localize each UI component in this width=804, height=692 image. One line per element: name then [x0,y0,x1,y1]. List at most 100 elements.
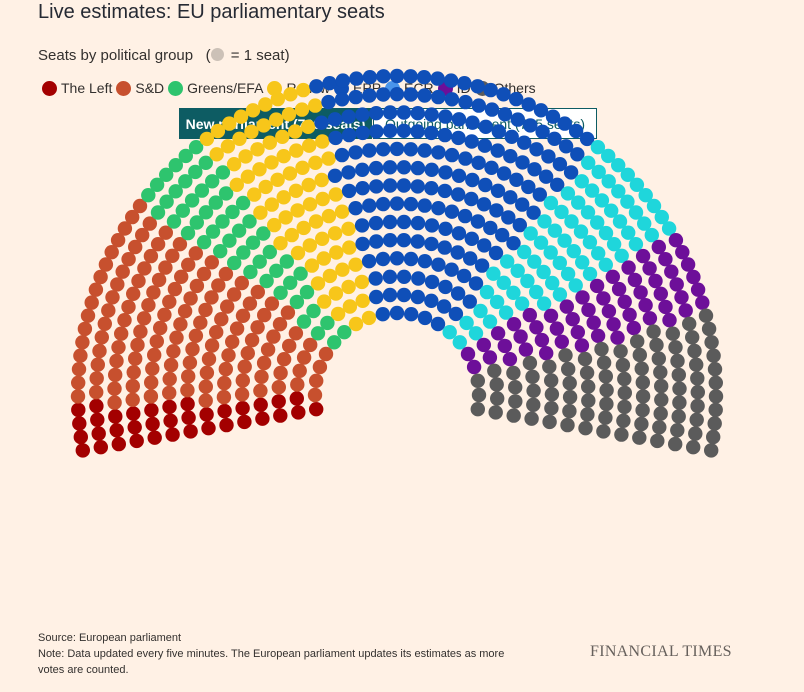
seat-dot [198,155,213,170]
seat-dot [654,209,669,225]
seat-dot [452,335,467,350]
seat-dot [621,260,636,275]
seat-dot [296,314,312,329]
seat-dot [314,172,329,188]
seat-dot [185,341,200,357]
note-text-line2: votes are counted. [38,664,129,676]
seat-dot [282,338,297,354]
seat-dot [489,294,505,310]
seat-dot [466,359,482,375]
seat-dot [549,321,565,336]
seat-dot [235,195,251,211]
seat-dot [375,251,391,267]
seat-dot [635,403,650,418]
chart-subtitle: Seats by political group ( = 1 seat) [38,47,290,64]
seat-dot [183,291,198,306]
seat-dot [153,320,168,336]
seat-dot [568,123,584,139]
seat-dot [237,414,252,430]
seat-dot [308,155,323,170]
seat-dot [317,294,332,309]
seat-dot [318,346,334,362]
seat-dot [302,138,317,153]
seat-dot [341,279,356,295]
seat-dot [410,179,425,194]
seat-dot [236,245,251,260]
seat-dot [557,116,572,131]
seat-dot [136,311,152,326]
seat-dot [142,216,157,231]
seat-dot [651,239,666,255]
seat-dot [327,335,342,350]
seat-dot [578,421,593,436]
seat-dot [162,399,177,415]
seat-dot [483,220,498,236]
seat-dot [92,343,107,359]
seat-dot [337,325,352,340]
seat-dot [220,139,236,154]
seat-dot [550,177,565,192]
seat-dot [382,105,398,120]
seat-dot [403,69,418,84]
seat-dot [275,129,290,144]
seat-dot [504,129,519,144]
seat-dot [444,204,460,219]
seat-dot [361,254,377,269]
seat-dot [536,264,551,280]
seat-dot [256,226,271,241]
seat-dot [389,305,405,321]
seat-dot [267,217,282,233]
seat-dot [143,248,159,264]
seat-dot [611,158,626,173]
seat-dot [527,254,542,269]
seat-dot [396,269,412,284]
seat-dot [107,381,122,396]
seat-dot [250,142,265,157]
seat-dot [328,130,343,146]
seat-dot [273,236,288,251]
seat-dot [243,264,258,280]
seat-dot [354,274,370,290]
seat-dot [89,398,104,414]
seat-dot [296,82,311,98]
seat-dot [424,218,440,233]
seat-dot [450,286,466,301]
legend-label: The Left [61,80,113,96]
seat-dot [522,307,537,323]
seat-dot [307,387,323,403]
seat-dot [242,214,257,229]
seat-dot [215,214,230,229]
seat-dot [570,325,585,340]
seat-dot [606,317,621,332]
legend-item: The Left [42,80,112,96]
seat-dot [341,109,356,124]
seat-dot [209,147,224,162]
seat-dot [88,282,104,297]
seat-dot [396,214,412,230]
seat-dot [417,310,433,326]
seat-dot [458,94,473,110]
seat-dot [526,205,541,220]
seat-dot [661,221,677,236]
seat-dot [617,294,632,309]
seat-dot [242,296,258,311]
seat-dot [596,424,611,439]
seat-dot [438,109,453,124]
seat-dot [290,203,305,218]
seat-dot [183,424,198,439]
seat-dot [231,223,247,238]
seat-dot [135,227,150,243]
seat-dot [256,118,271,133]
seat-dot [216,389,232,405]
seat-dot [670,353,685,369]
seat-dot [580,407,595,422]
seat-dot [127,420,142,435]
seat-dot [382,123,398,138]
seat-dot [355,236,370,252]
seat-dot [586,315,601,330]
seat-dot [565,312,580,327]
source-text: Source: European parliament [38,632,182,644]
seat-dot [341,165,356,180]
seat-dot [503,149,518,164]
seat-dot [574,338,590,353]
